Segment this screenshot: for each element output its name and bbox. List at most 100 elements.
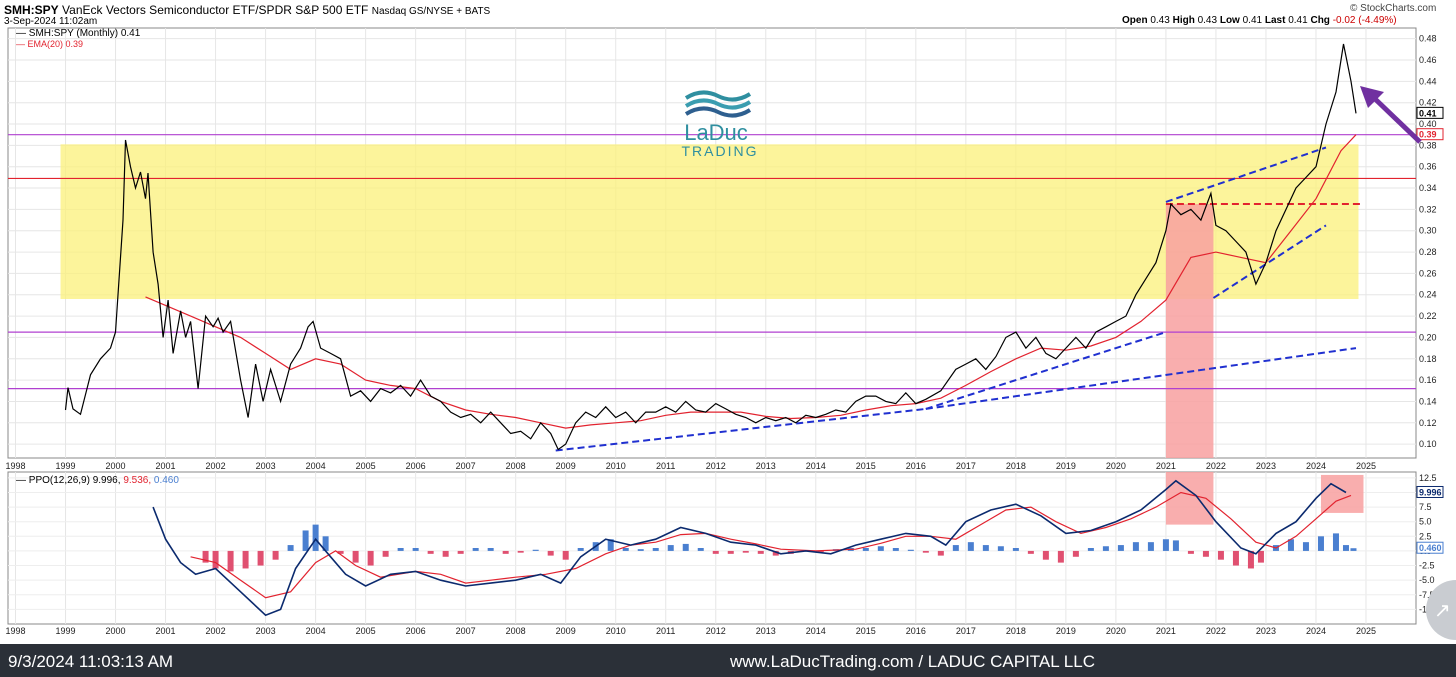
histogram-bar bbox=[877, 546, 884, 551]
x-tick-label: 1998 bbox=[5, 461, 25, 471]
laduc-logo-waves bbox=[684, 90, 752, 118]
histogram-bar bbox=[1332, 533, 1339, 551]
legend-ppo-label: PPO(12,26,9) bbox=[28, 475, 90, 486]
x-tick-label: 2004 bbox=[306, 461, 326, 471]
x-tick-label-ppo: 2004 bbox=[306, 626, 326, 636]
y-tick-label: 0.48 bbox=[1419, 34, 1437, 44]
ppo-y-tick-label: 7.5 bbox=[1419, 502, 1432, 512]
histogram-bar bbox=[937, 550, 944, 556]
footer-timestamp: 9/3/2024 11:03:13 AM bbox=[8, 652, 174, 671]
histogram-bar bbox=[1217, 550, 1224, 560]
x-tick-label: 2007 bbox=[456, 461, 476, 471]
ppo-y-tick-label: -2.5 bbox=[1419, 561, 1435, 571]
histogram-bar bbox=[382, 550, 389, 557]
x-tick-label: 2016 bbox=[906, 461, 926, 471]
histogram-bar bbox=[457, 550, 464, 554]
y-tick-label: 0.22 bbox=[1419, 311, 1437, 321]
chart-frame: 1998 1998 1999 1999 2000 2000 2001 2001 2002 2002… bbox=[4, 3, 1456, 640]
x-tick-label: 2020 bbox=[1106, 461, 1126, 471]
x-tick-label: 2009 bbox=[556, 461, 576, 471]
x-tick-label: 2006 bbox=[406, 461, 426, 471]
ppo-y-tick-label: 2.5 bbox=[1419, 531, 1432, 541]
x-tick-label: 2018 bbox=[1006, 461, 1026, 471]
chart-title: SMH:SPY VanEck Vectors Semiconductor ETF… bbox=[4, 3, 490, 17]
logo-sub: TRADING bbox=[681, 143, 759, 159]
y-tick-label: 0.10 bbox=[1419, 439, 1437, 449]
histogram-bar bbox=[757, 550, 764, 554]
histogram-bar bbox=[1132, 542, 1139, 551]
histogram-bar bbox=[697, 548, 704, 551]
x-tick-label-ppo: 2025 bbox=[1356, 626, 1376, 636]
last-ema-tag-box bbox=[1416, 128, 1444, 141]
chg-value: -0.02 (-4.49%) bbox=[1332, 15, 1397, 26]
x-tick-label: 1999 bbox=[56, 461, 76, 471]
last-ema-tag: 0.39 bbox=[1419, 130, 1437, 140]
chart-date: 3-Sep-2024 11:02am bbox=[4, 16, 98, 27]
legend-series1: — SMH:SPY (Monthly) 0.41 bbox=[16, 28, 141, 39]
x-tick-label: 2000 bbox=[106, 461, 126, 471]
red-zone bbox=[1165, 204, 1214, 458]
description: VanEck Vectors Semiconductor ETF/SPDR S&… bbox=[62, 3, 369, 17]
histogram-bar bbox=[1232, 550, 1239, 566]
x-tick-label: 2005 bbox=[356, 461, 376, 471]
legend-series1-label: SMH:SPY (Monthly) 0.41 bbox=[28, 28, 141, 39]
histogram-bar bbox=[1172, 540, 1179, 551]
histogram-bar bbox=[952, 545, 959, 551]
histogram-bar bbox=[1117, 545, 1124, 551]
legend-ppo-v2: 9.536, bbox=[123, 475, 152, 486]
y-tick-label: 0.42 bbox=[1419, 98, 1437, 108]
histogram-bar bbox=[907, 549, 914, 551]
histogram-bar bbox=[1202, 550, 1209, 557]
x-tick-label: 2017 bbox=[956, 461, 976, 471]
y-tick-label: 0.18 bbox=[1419, 354, 1437, 364]
y-tick-label: 0.44 bbox=[1419, 76, 1437, 86]
x-tick-label: 2019 bbox=[1056, 461, 1076, 471]
open-label: Open bbox=[1122, 15, 1148, 26]
last-price-tag-box bbox=[1416, 106, 1444, 119]
ppo-y-tick-label: -7.5 bbox=[1419, 590, 1435, 600]
trendline bbox=[555, 407, 926, 452]
ema-line bbox=[145, 134, 1357, 429]
y-tick-label: 0.26 bbox=[1419, 268, 1437, 278]
x-tick-label-ppo: 2021 bbox=[1156, 626, 1176, 636]
x-tick-label: 2002 bbox=[206, 461, 226, 471]
histogram-bar bbox=[1287, 539, 1294, 551]
x-tick-label-ppo: 2010 bbox=[606, 626, 626, 636]
x-tick-label: 2023 bbox=[1256, 461, 1276, 471]
x-tick-label-ppo: 2011 bbox=[656, 626, 675, 636]
x-tick-label-ppo: 2009 bbox=[556, 626, 576, 636]
histogram-bar bbox=[487, 548, 494, 551]
y-tick-label: 0.40 bbox=[1419, 119, 1437, 129]
histogram-bar bbox=[1342, 545, 1349, 551]
histogram-bar bbox=[202, 550, 209, 563]
histogram-bar bbox=[1042, 550, 1049, 560]
x-tick-label: 2012 bbox=[706, 461, 726, 471]
x-tick-label-ppo: 2014 bbox=[806, 626, 826, 636]
y-tick-label: 0.16 bbox=[1419, 375, 1437, 385]
histogram-bar bbox=[242, 550, 249, 569]
chg-label: Chg bbox=[1310, 15, 1330, 26]
histogram-bar bbox=[817, 550, 824, 553]
y-tick-label: 0.28 bbox=[1419, 247, 1437, 257]
histogram-bar bbox=[742, 550, 749, 553]
trendline bbox=[1165, 146, 1327, 203]
x-tick-label-ppo: 2001 bbox=[156, 626, 176, 636]
last-price-tag: 0.41 bbox=[1419, 108, 1437, 118]
histogram-bar bbox=[312, 524, 319, 551]
histogram-bar bbox=[1162, 539, 1169, 551]
histogram-bar bbox=[1102, 546, 1109, 551]
x-tick-label: 2001 bbox=[156, 461, 176, 471]
footer-bar: 9/3/2024 11:03:13 AM www.LaDucTrading.co… bbox=[0, 644, 1456, 677]
x-tick-label-ppo: 2023 bbox=[1256, 626, 1276, 636]
logo-name: LaDuc bbox=[684, 120, 748, 145]
ppo-line bbox=[152, 479, 1347, 617]
histogram-bar bbox=[367, 550, 374, 566]
histogram-bar bbox=[287, 545, 294, 551]
histogram-bar bbox=[442, 550, 449, 557]
x-tick-label-ppo: 1999 bbox=[56, 626, 76, 636]
histogram-bar bbox=[532, 549, 539, 551]
histogram-bar bbox=[517, 550, 524, 553]
ppo-y-tick-label: 12.5 bbox=[1419, 473, 1437, 483]
exchange: Nasdaq GS/NYSE + BATS bbox=[371, 6, 491, 17]
histogram-bar bbox=[412, 548, 419, 551]
